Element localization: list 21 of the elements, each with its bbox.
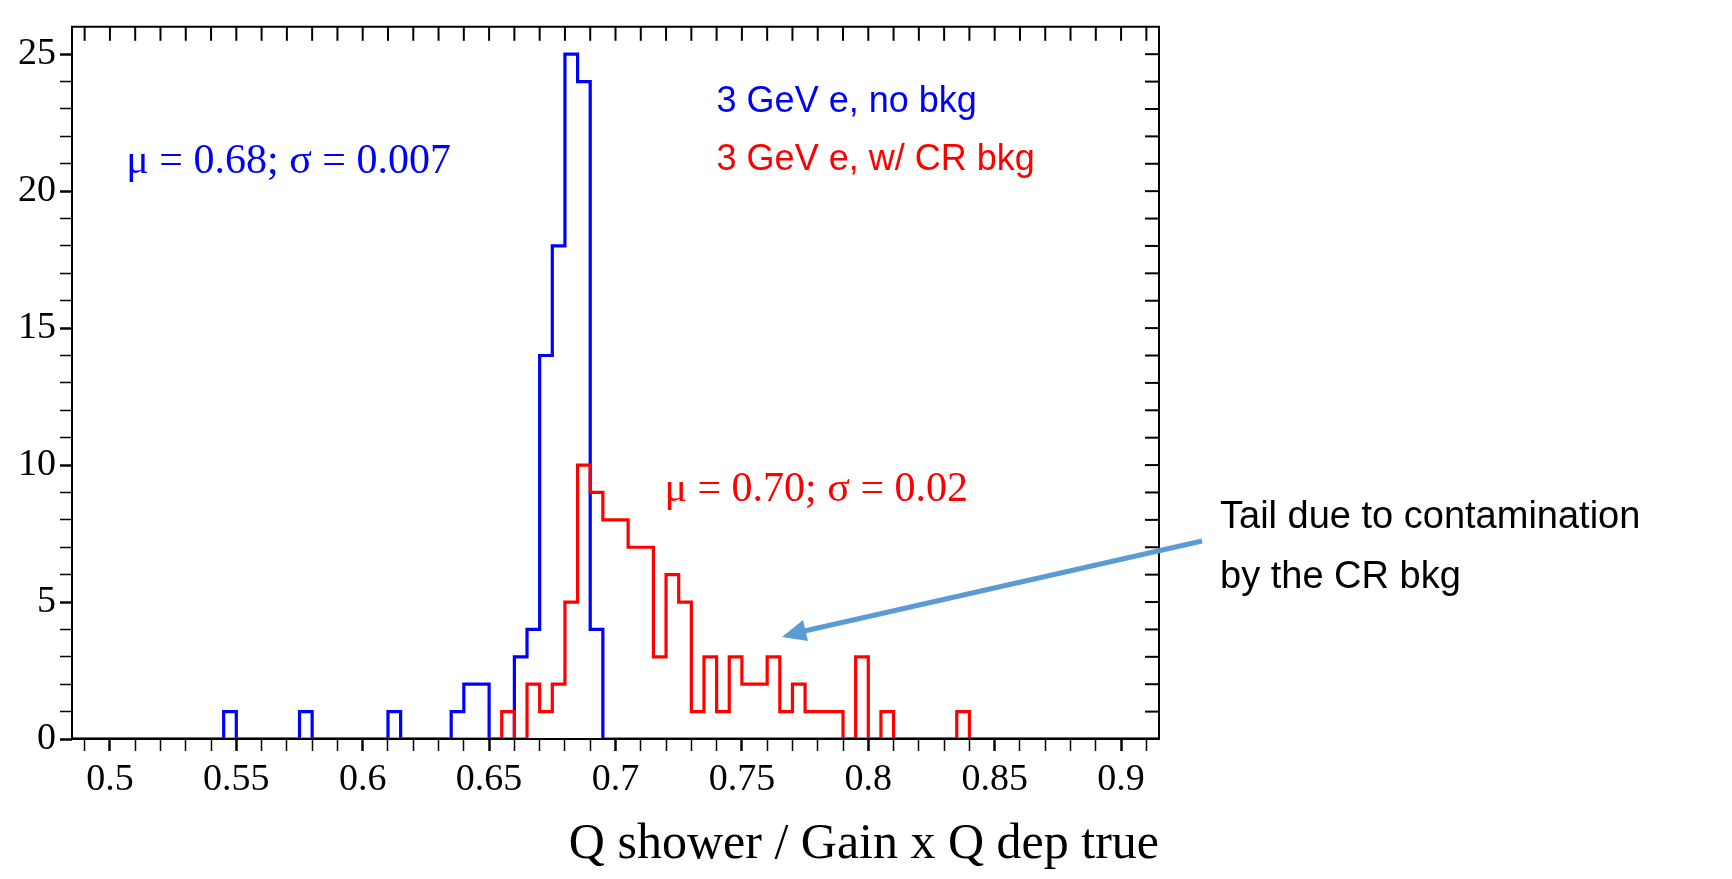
text: 3 GeV e, w/ CR bkg [716, 136, 1035, 178]
y-tick-label: 5 [37, 578, 56, 621]
text: Tail due to contamination by the CR bkg [1220, 494, 1641, 597]
y-tick-label: 20 [18, 167, 56, 210]
x-tick-label: 0.9 [1097, 755, 1145, 798]
x-tick-label: 0.7 [591, 755, 640, 798]
x-axis-title: Q shower / Gain x Q dep true [568, 813, 1159, 870]
x-tick-label: 0.55 [203, 755, 270, 798]
y-tick-label: 10 [18, 441, 56, 484]
x-tick-label: 0.6 [338, 755, 387, 798]
x-tick-label: 0.65 [455, 755, 523, 798]
x-tick-label: 0.5 [86, 755, 134, 798]
x-tick-label: 0.75 [708, 755, 776, 798]
y-tick-label: 25 [18, 30, 56, 73]
y-tick-label: 0 [37, 714, 56, 757]
x-tick-label: 0.8 [844, 755, 893, 798]
annotation: μ = 0.68; σ = 0.007 [126, 136, 452, 183]
y-tick-label: 15 [18, 304, 56, 347]
annotation: μ = 0.70; σ = 0.02 [664, 463, 969, 510]
x-tick-label: 0.85 [961, 755, 1028, 798]
text: 3 GeV e, no bkg [716, 78, 977, 120]
